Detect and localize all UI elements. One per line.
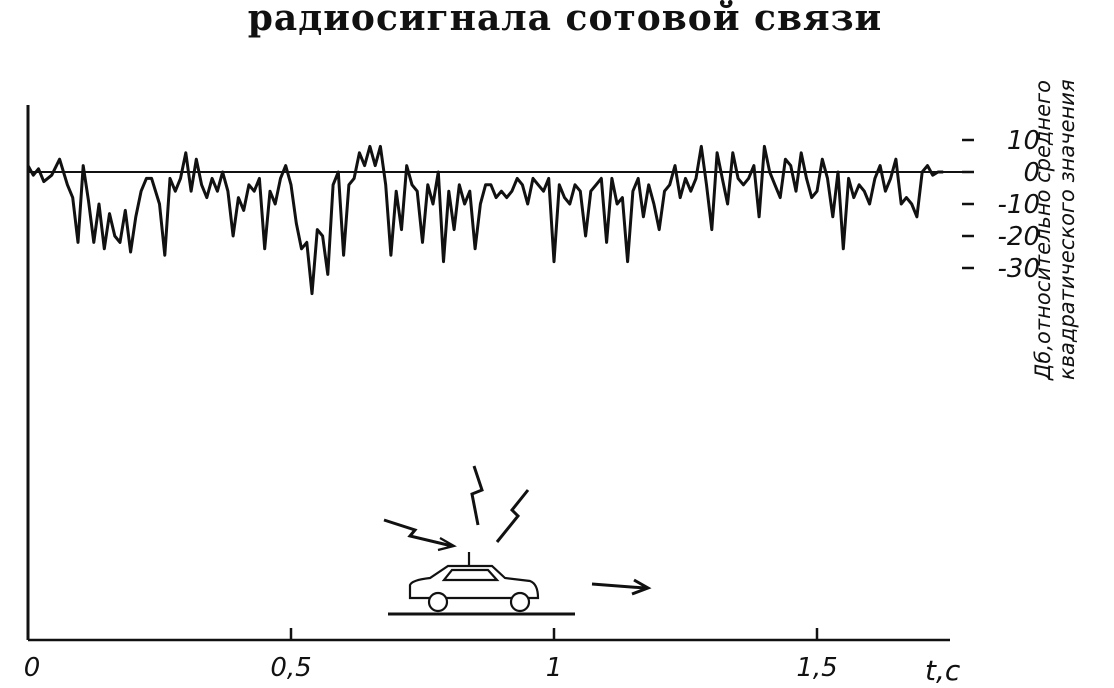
y-axis-label-line-2: квадратического значения	[1055, 79, 1079, 380]
x-tick-label: 1,5	[796, 653, 837, 683]
car-body	[408, 564, 540, 600]
y-axis-label-line-1: Дб,относительно среднего	[1031, 80, 1055, 381]
signal-arrow-right-icon	[495, 489, 530, 543]
car-illustration	[383, 465, 652, 616]
x-tick-label: 0,5	[270, 653, 311, 683]
car-wheel-rear	[509, 591, 531, 613]
axes	[26, 105, 970, 642]
car-window	[441, 568, 500, 582]
x-axis-label: t,с	[925, 654, 961, 687]
x-tick-label: 0	[24, 653, 41, 683]
y-tick-label: -30	[998, 254, 1040, 284]
chart-title: радиосигнала сотовой связи	[248, 0, 883, 39]
y-ticks: 100-10-20-30	[962, 126, 1040, 284]
signal-arrow-top-icon	[470, 465, 484, 526]
signal-arrow-left-head	[437, 537, 457, 552]
signal-arrow-left-icon	[383, 518, 453, 548]
y-axis-label: Дб,относительно среднего квадратического…	[1031, 79, 1079, 381]
x-tick-label: 1	[546, 653, 563, 683]
y-tick-label: 0	[1023, 158, 1040, 188]
x-ticks: 0 0,5 1 1,5	[24, 628, 838, 683]
motion-arrow-icon	[591, 578, 652, 596]
y-tick-label: -20	[998, 222, 1040, 252]
y-tick-label: 10	[1007, 126, 1040, 156]
y-tick-label: -10	[998, 190, 1040, 220]
car-wheel-front	[427, 591, 449, 613]
signal-series-line	[26, 144, 944, 296]
